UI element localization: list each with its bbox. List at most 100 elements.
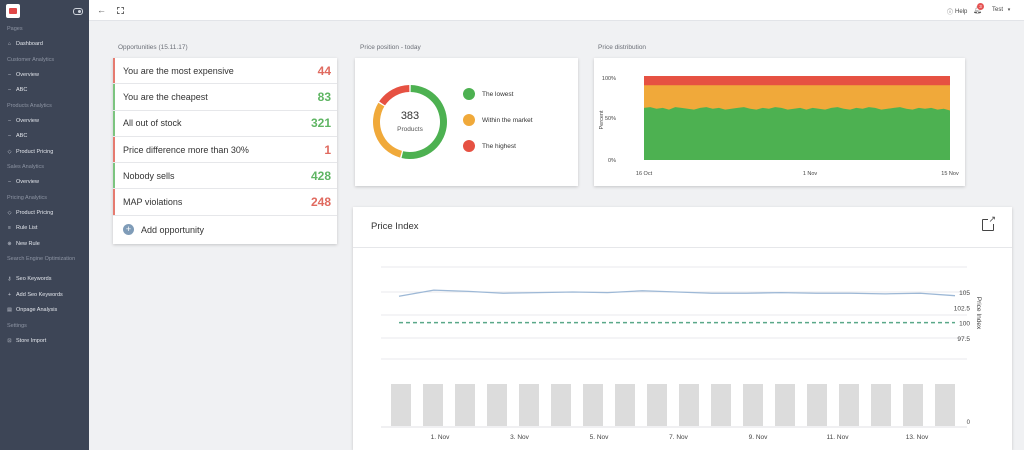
sidebar-item-label: Seo Keywords — [16, 276, 52, 282]
sidebar-item-onpage-analysis[interactable]: ▤ Onpage Analysis — [0, 303, 89, 319]
legend-highest-label: The highest — [482, 142, 516, 150]
plus-icon: + — [123, 224, 134, 236]
sidebar-section-title: Settings — [7, 322, 27, 329]
sidebar-item-label: New Rule — [16, 240, 40, 247]
sidebar-header — [0, 0, 89, 22]
notification-badge: 3 — [977, 3, 984, 10]
sidebar-item-rule-list[interactable]: ≡ Rule List — [0, 221, 89, 237]
fullscreen-icon[interactable] — [117, 7, 124, 14]
key-icon: ⚷ — [7, 276, 12, 282]
sidebar-section-title: Pricing Analytics — [7, 194, 48, 201]
bar — [519, 384, 539, 426]
price-index-y-axis-label: Price Index — [975, 297, 982, 330]
sidebar-item-dashboard[interactable]: ⌂ Dashboard — [0, 37, 89, 53]
bar — [487, 384, 507, 426]
opportunity-label: Nobody sells — [123, 170, 175, 181]
user-name: Test — [992, 7, 1004, 13]
price-index-divider — [353, 247, 1012, 248]
sidebar-item-label: Store Import — [16, 337, 47, 344]
opportunity-label: You are the cheapest — [123, 91, 208, 102]
bar — [903, 384, 923, 426]
sidebar-item-label: Product Pricing — [16, 209, 54, 216]
donut-unit: Products — [397, 126, 423, 133]
opportunity-row[interactable]: MAP violations 248 — [113, 189, 337, 216]
sidebar-item-abc[interactable]: – ABC — [0, 83, 89, 99]
add-opportunity-button[interactable]: + Add opportunity — [113, 216, 337, 244]
bar — [583, 384, 603, 426]
sidebar-item-new-rule[interactable]: ⊕ New Rule — [0, 237, 89, 253]
legend-within: Within the market — [463, 114, 533, 126]
opportunity-label: You are the most expensive — [123, 65, 234, 76]
y-tick-100: 100% — [602, 76, 616, 82]
opportunity-count: 1 — [324, 142, 331, 157]
opportunity-row[interactable]: Nobody sells 428 — [113, 163, 337, 190]
opportunity-row[interactable]: Price difference more than 30% 1 — [113, 136, 337, 164]
legend-within-dot — [463, 114, 475, 126]
legend-highest-dot — [463, 140, 475, 152]
legend-lowest: The lowest — [463, 88, 513, 100]
cart-icon: ⊡ — [7, 337, 12, 344]
user-menu[interactable]: Test ▾ — [992, 7, 1010, 13]
opportunity-row[interactable]: You are the most expensive 44 — [113, 58, 337, 85]
sidebar-item-product-pricing[interactable]: ◇ Product Pricing — [0, 145, 89, 161]
sidebar-item-label: Overview — [16, 117, 39, 124]
sidebar-item-label: Onpage Analysis — [16, 307, 58, 313]
legend-lowest-label: The lowest — [482, 90, 514, 98]
bar — [455, 384, 475, 426]
sidebar-item-store-import[interactable]: ⊡ Store Import — [0, 334, 89, 350]
sidebar-item-abc[interactable]: – ABC — [0, 129, 89, 145]
opportunity-row[interactable]: You are the cheapest 83 — [113, 84, 337, 111]
opportunity-row[interactable]: All out of stock 321 — [113, 110, 337, 137]
sidebar-item-overview[interactable]: – Overview — [0, 114, 89, 130]
bar — [679, 384, 699, 426]
tag-icon: ◇ — [7, 148, 12, 155]
bar — [807, 384, 827, 426]
price-distribution-title: Price distribution — [598, 44, 647, 51]
sidebar-item-label: ABC — [16, 133, 28, 139]
y-axis-label: Percent — [599, 110, 605, 129]
bar — [935, 384, 955, 426]
sidebar-toggle-icon[interactable] — [73, 7, 83, 15]
sidebar-section-title: Search Engine Optimization — [7, 256, 76, 262]
opportunity-label: Price difference more than 30% — [123, 144, 249, 155]
x-tick-label: 1. Nov — [431, 434, 451, 441]
opportunity-count: 428 — [310, 168, 331, 183]
y-tick-50: 50% — [605, 116, 616, 122]
sidebar-item-label: Overview — [16, 71, 39, 78]
sidebar-item-label: Overview — [16, 179, 39, 185]
sidebar-item-add-seo-keywords[interactable]: + Add Seo Keywords — [0, 288, 89, 304]
price-index-series — [398, 289, 956, 297]
y-tick-label: 97.5 — [957, 336, 970, 343]
donut-slice-lowest — [401, 85, 447, 159]
sidebar-section-title: Products Analytics — [7, 102, 52, 109]
donut-chart: 383 Products — [373, 85, 447, 159]
add-icon: + — [8, 291, 11, 298]
bar — [647, 384, 667, 426]
x-tick-1-nov: 1 Nov — [803, 171, 818, 177]
sidebar-item-product-pricing[interactable]: ◇ Product Pricing — [0, 206, 89, 222]
sidebar-item-seo-keywords[interactable]: ⚷ Seo Keywords — [0, 272, 89, 288]
sidebar-item-label: Product Pricing — [16, 148, 54, 155]
bar — [391, 384, 411, 426]
legend-lowest-dot — [463, 88, 475, 100]
y-tick-label: 102.5 — [954, 305, 971, 312]
sidebar-section-title: Sales Analytics — [7, 164, 44, 170]
price-position-title: Price position - today — [360, 44, 421, 51]
sidebar-item-overview[interactable]: – Overview — [0, 68, 89, 84]
list-icon: ≡ — [8, 225, 11, 231]
sidebar-item-overview[interactable]: – Overview — [0, 175, 89, 191]
logo[interactable] — [6, 4, 20, 18]
help-link[interactable]: ⓘ Help — [947, 7, 967, 17]
tag-icon: ◇ — [7, 209, 12, 216]
dash-icon: – — [8, 87, 11, 93]
price-distribution-chart: 100% 50% 0% Percent 16 Oct 1 Nov 15 Nov — [599, 76, 959, 177]
price-index-title: Price Index — [371, 221, 419, 232]
price-index-card: Price Index 105 102.5 100 97.5 0 1. Nov 3. Nov… — [353, 207, 1012, 450]
bell-icon[interactable]: 🔔︎ — [973, 7, 982, 14]
sidebar-menu: Pages ⌂ Dashboard Customer Analytics – Overvi… — [0, 22, 89, 349]
back-arrow-icon[interactable]: ← — [97, 5, 106, 15]
external-link-icon[interactable] — [982, 215, 996, 231]
x-tick-label: 5. Nov — [590, 434, 610, 441]
page-icon: ▤ — [7, 307, 12, 313]
x-tick-label: 9. Nov — [749, 434, 769, 441]
